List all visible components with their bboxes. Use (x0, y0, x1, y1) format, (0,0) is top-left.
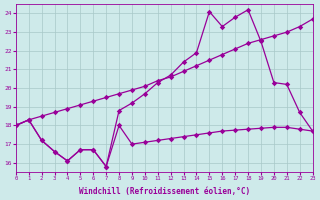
X-axis label: Windchill (Refroidissement éolien,°C): Windchill (Refroidissement éolien,°C) (79, 187, 250, 196)
